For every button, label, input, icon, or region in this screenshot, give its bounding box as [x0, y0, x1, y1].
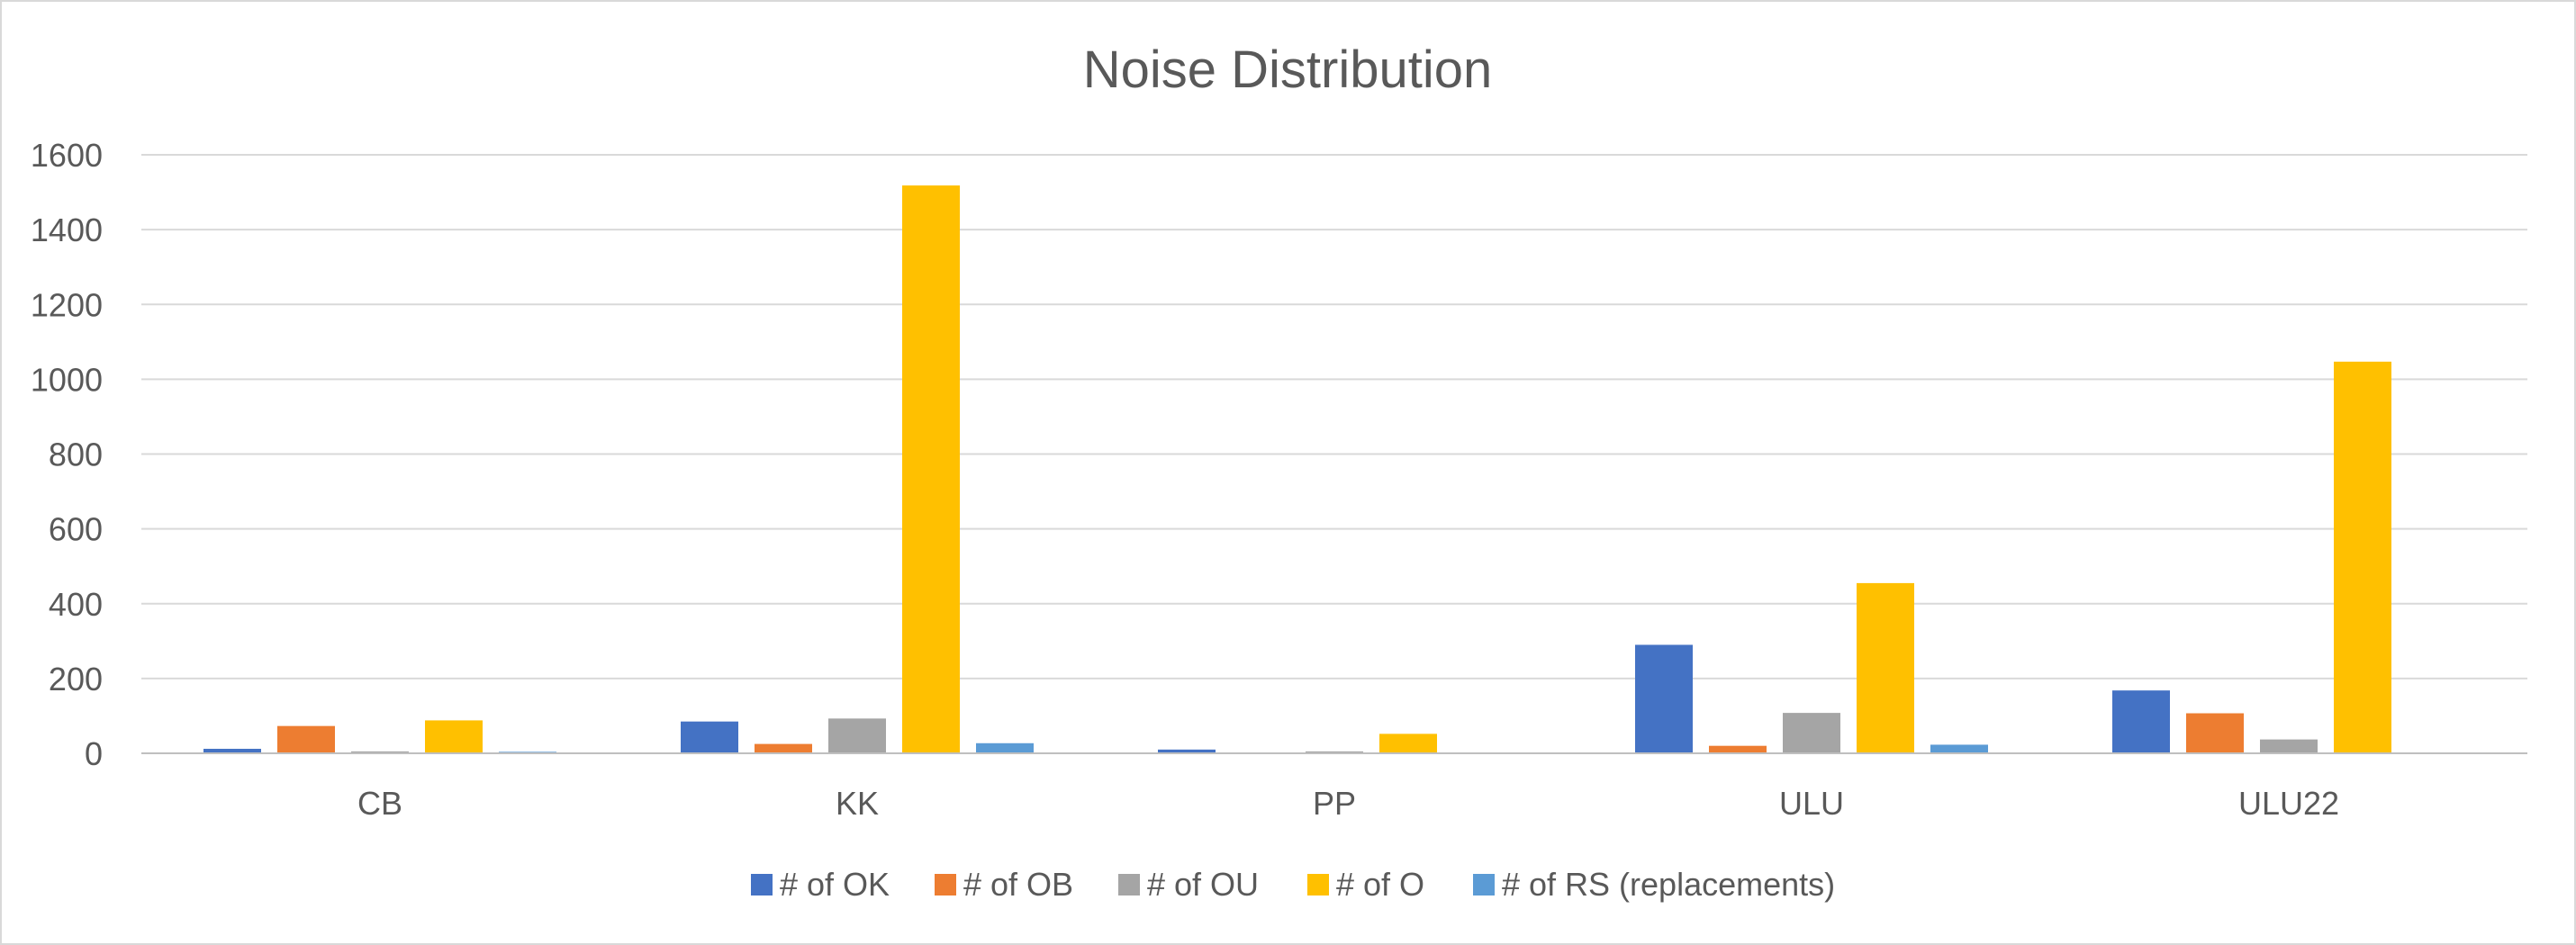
y-tick-label: 200 — [49, 661, 103, 698]
bar-kk-series-2 — [828, 718, 886, 753]
y-tick-label: 1000 — [31, 361, 103, 398]
bar-cb-series-0 — [203, 749, 261, 753]
bar-ulu-series-4 — [1930, 744, 1988, 753]
legend-label: # of RS (replacements) — [1502, 866, 1835, 903]
y-tick-label: 1400 — [31, 212, 103, 248]
bar-ulu22-series-3 — [2334, 361, 2391, 753]
bar-ulu22-series-2 — [2260, 739, 2318, 753]
legend-swatch — [751, 874, 773, 896]
x-tick-label: KK — [836, 785, 879, 822]
x-axis-ticks: CB KK PP ULU ULU22 — [357, 785, 2339, 822]
bar-cb-series-1 — [277, 725, 335, 753]
y-tick-label: 1200 — [31, 286, 103, 323]
bar-ulu22-series-0 — [2112, 690, 2170, 753]
y-tick-label: 800 — [49, 436, 103, 473]
bar-ulu-series-1 — [1709, 745, 1767, 753]
bar-cb-series-2 — [351, 751, 409, 753]
bar-kk-series-0 — [681, 721, 738, 753]
bar-ulu-series-0 — [1635, 644, 1693, 753]
legend-item: # of RS (replacements) — [1473, 866, 1835, 903]
x-tick-label: CB — [357, 785, 402, 822]
bars — [203, 185, 2391, 754]
bar-ulu-series-2 — [1783, 713, 1840, 753]
legend-item: # of OU — [1118, 866, 1259, 903]
bar-pp-series-2 — [1306, 751, 1363, 753]
y-tick-label: 0 — [85, 735, 103, 772]
x-tick-label: ULU22 — [2238, 785, 2339, 822]
legend-item: # of O — [1307, 866, 1424, 903]
y-axis-ticks: 0 200 400 600 800 1000 1200 1400 1600 — [31, 137, 103, 772]
y-tick-label: 400 — [49, 586, 103, 623]
legend: # of OK # of OB # of OU # of O # of RS (repl… — [751, 866, 1835, 903]
legend-item: # of OK — [751, 866, 890, 903]
bar-ulu22-series-1 — [2186, 713, 2244, 753]
legend-item: # of OB — [935, 866, 1073, 903]
legend-swatch — [1307, 874, 1329, 896]
bar-pp-series-0 — [1158, 749, 1216, 753]
legend-label: # of OB — [963, 866, 1073, 903]
legend-label: # of OU — [1147, 866, 1259, 903]
bar-ulu-series-3 — [1857, 582, 1914, 753]
gridlines — [141, 154, 2527, 680]
y-tick-label: 1600 — [31, 137, 103, 174]
y-tick-label: 600 — [49, 511, 103, 548]
x-tick-label: PP — [1313, 785, 1356, 822]
bar-kk-series-3 — [902, 185, 960, 754]
legend-label: # of OK — [780, 866, 890, 903]
bar-kk-series-4 — [976, 742, 1034, 753]
legend-swatch — [1473, 874, 1495, 896]
legend-swatch — [1118, 874, 1140, 896]
legend-swatch — [935, 874, 956, 896]
bar-pp-series-3 — [1379, 734, 1437, 753]
bar-kk-series-1 — [755, 743, 812, 753]
x-tick-label: ULU — [1779, 785, 1844, 822]
bar-cb-series-3 — [425, 720, 483, 753]
legend-label: # of O — [1336, 866, 1424, 903]
chart-title: Noise Distribution — [1083, 40, 1493, 99]
